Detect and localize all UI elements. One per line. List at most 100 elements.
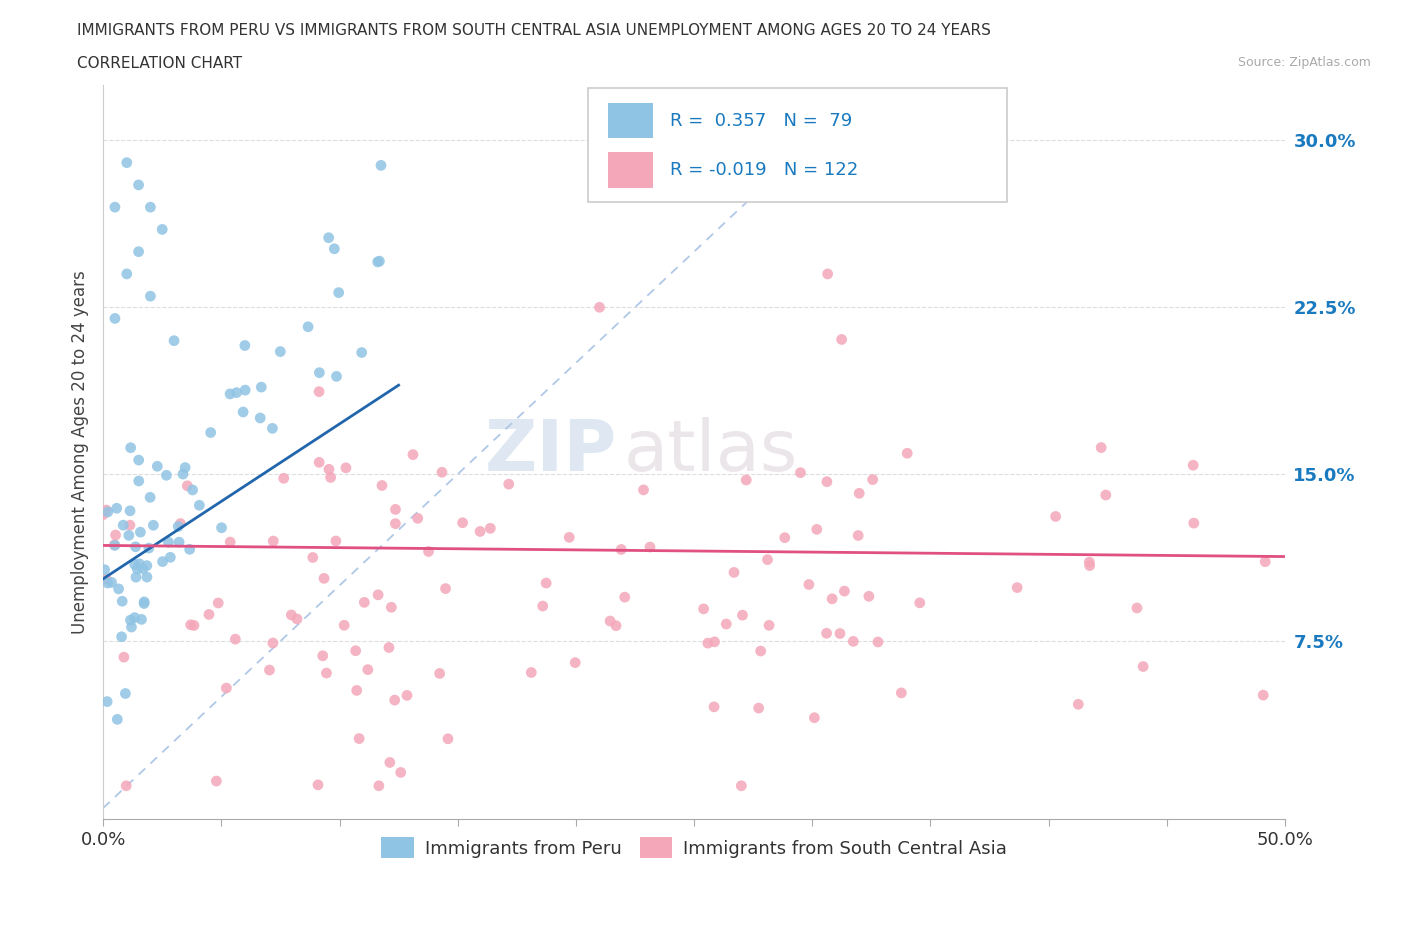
Point bbox=[703, 699, 725, 714]
Point bbox=[100, 575, 122, 590]
Point bbox=[588, 299, 610, 314]
Point bbox=[418, 544, 440, 559]
Point bbox=[219, 535, 242, 550]
Point bbox=[1078, 558, 1101, 573]
Point bbox=[179, 542, 201, 557]
Point bbox=[735, 472, 758, 487]
Point bbox=[828, 626, 851, 641]
Point bbox=[1182, 458, 1205, 472]
Point bbox=[129, 525, 152, 539]
Point bbox=[318, 231, 340, 246]
Point bbox=[333, 618, 356, 632]
Text: CORRELATION CHART: CORRELATION CHART bbox=[77, 56, 242, 71]
Point bbox=[107, 581, 129, 596]
Point bbox=[890, 685, 912, 700]
Text: Source: ZipAtlas.com: Source: ZipAtlas.com bbox=[1237, 56, 1371, 69]
Point bbox=[451, 515, 474, 530]
Text: ZIP: ZIP bbox=[485, 418, 617, 486]
Point bbox=[520, 665, 543, 680]
Point bbox=[848, 485, 870, 500]
Text: R =  0.357   N =  79: R = 0.357 N = 79 bbox=[671, 112, 852, 130]
Point bbox=[224, 631, 246, 646]
Point bbox=[96, 694, 118, 709]
Point bbox=[155, 468, 177, 483]
Point bbox=[103, 538, 125, 552]
Point bbox=[91, 507, 114, 522]
Point bbox=[319, 470, 342, 485]
Point bbox=[1094, 487, 1116, 502]
Point bbox=[842, 634, 865, 649]
Point bbox=[866, 634, 889, 649]
Point bbox=[118, 503, 141, 518]
Point bbox=[188, 498, 211, 512]
Point bbox=[498, 477, 520, 492]
Point bbox=[139, 288, 162, 303]
Point bbox=[368, 254, 391, 269]
Point bbox=[815, 626, 838, 641]
Point bbox=[370, 158, 392, 173]
Point bbox=[105, 501, 128, 516]
Point bbox=[1251, 687, 1274, 702]
Point bbox=[110, 630, 132, 644]
Point bbox=[120, 440, 142, 455]
Point bbox=[534, 576, 557, 591]
Y-axis label: Unemployment Among Ages 20 to 24 years: Unemployment Among Ages 20 to 24 years bbox=[72, 270, 89, 634]
Point bbox=[104, 200, 127, 215]
Point bbox=[748, 700, 770, 715]
Point bbox=[731, 607, 754, 622]
Point bbox=[115, 155, 138, 170]
Point bbox=[797, 578, 820, 592]
Point bbox=[384, 693, 406, 708]
Point bbox=[205, 774, 228, 789]
Point bbox=[806, 522, 828, 537]
Point bbox=[131, 612, 153, 627]
Point bbox=[862, 472, 884, 487]
Point bbox=[127, 562, 149, 577]
Point bbox=[128, 473, 150, 488]
Point bbox=[225, 385, 247, 400]
Point bbox=[1045, 509, 1067, 524]
Point bbox=[430, 465, 453, 480]
Point bbox=[384, 516, 406, 531]
Point bbox=[112, 650, 135, 665]
Point bbox=[174, 460, 197, 475]
Point bbox=[121, 619, 143, 634]
Point bbox=[815, 474, 838, 489]
Point bbox=[350, 345, 373, 360]
Point bbox=[183, 618, 205, 633]
Point bbox=[834, 584, 856, 599]
Point bbox=[269, 344, 291, 359]
Point bbox=[531, 599, 554, 614]
Point bbox=[128, 245, 150, 259]
Point bbox=[97, 505, 120, 520]
Point bbox=[93, 563, 115, 578]
Point bbox=[599, 614, 621, 629]
Point bbox=[758, 618, 780, 632]
Point bbox=[139, 200, 162, 215]
Point bbox=[908, 595, 931, 610]
Point bbox=[135, 558, 157, 573]
Point bbox=[1254, 554, 1277, 569]
Point bbox=[846, 528, 869, 543]
Point bbox=[558, 530, 581, 545]
Point bbox=[96, 576, 118, 591]
Point bbox=[128, 556, 150, 571]
Point bbox=[723, 565, 745, 579]
Point bbox=[128, 178, 150, 193]
Point bbox=[406, 511, 429, 525]
Point bbox=[357, 662, 380, 677]
Point bbox=[437, 731, 460, 746]
Text: IMMIGRANTS FROM PERU VS IMMIGRANTS FROM SOUTH CENTRAL ASIA UNEMPLOYMENT AMONG AG: IMMIGRANTS FROM PERU VS IMMIGRANTS FROM … bbox=[77, 23, 991, 38]
Point bbox=[169, 516, 191, 531]
Point bbox=[176, 478, 198, 493]
Point bbox=[380, 600, 402, 615]
Point bbox=[259, 663, 281, 678]
Point bbox=[125, 570, 148, 585]
Point bbox=[138, 540, 160, 555]
Text: R = -0.019   N = 122: R = -0.019 N = 122 bbox=[671, 161, 859, 179]
Point bbox=[167, 519, 190, 534]
Point bbox=[207, 595, 229, 610]
Point bbox=[371, 478, 394, 493]
Point bbox=[479, 521, 502, 536]
Point bbox=[297, 319, 319, 334]
